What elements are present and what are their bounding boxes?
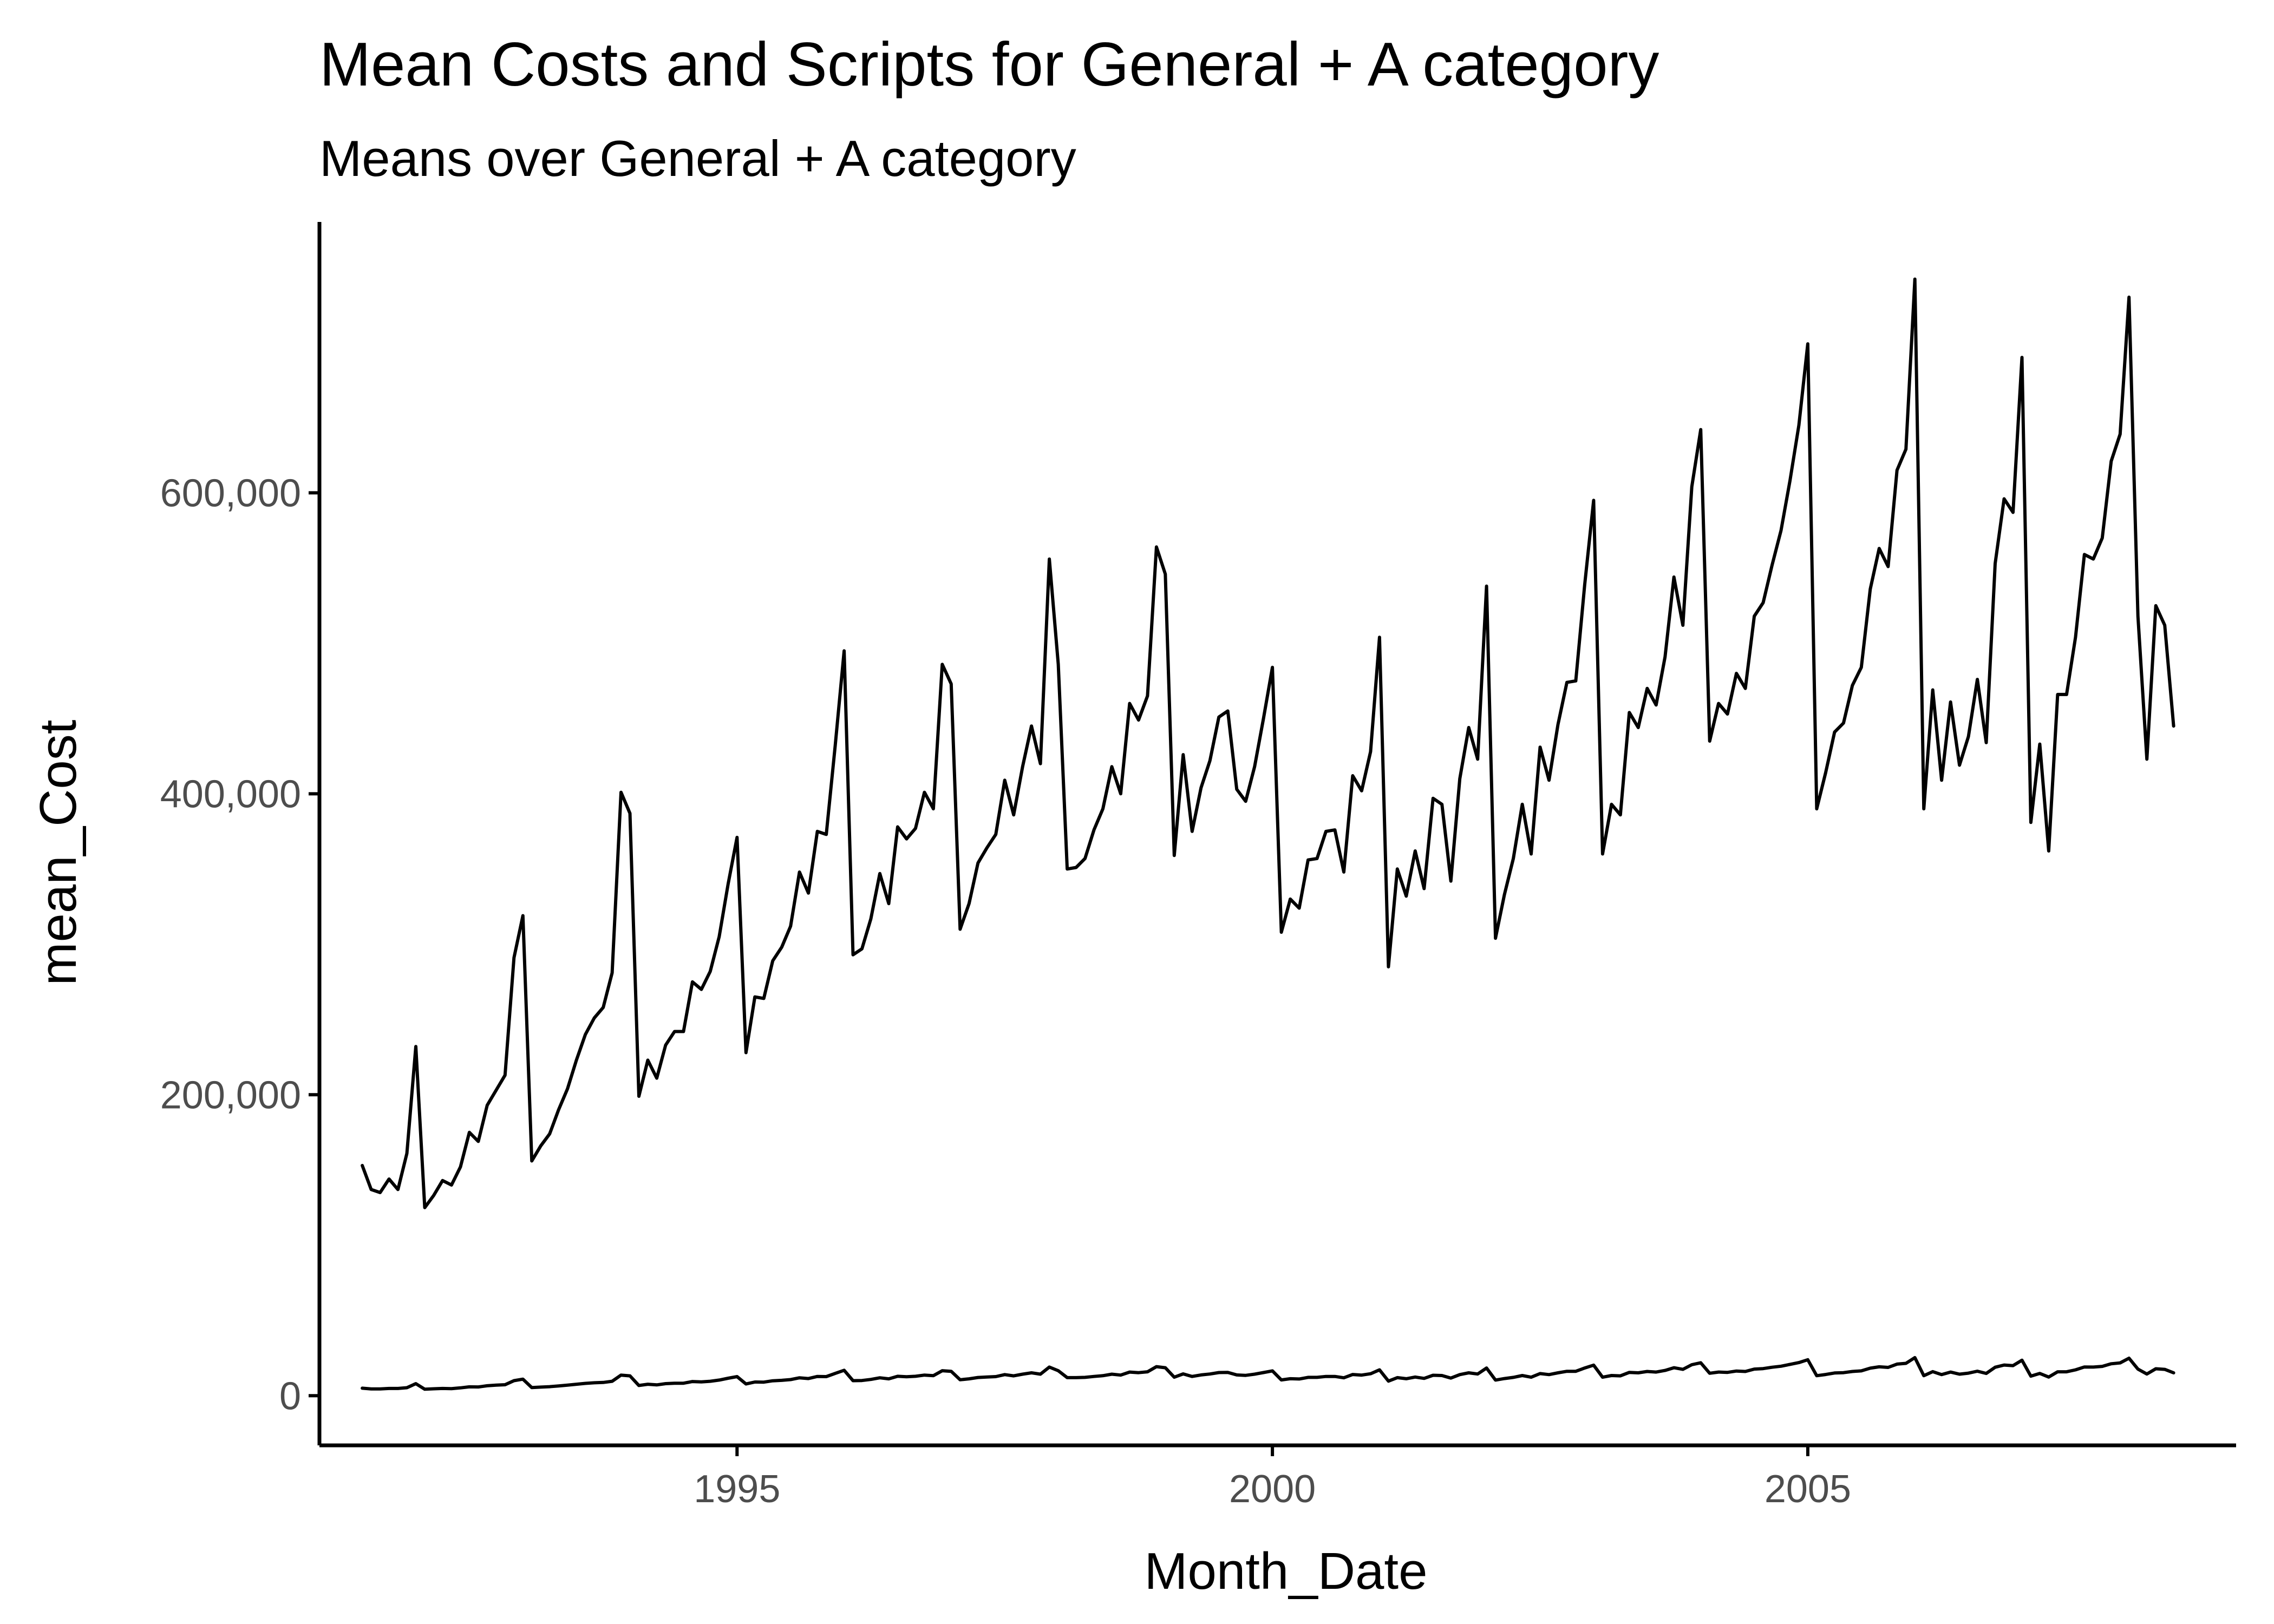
series-line-2 [361,1355,2175,1391]
y-tick-label: 400,000 [160,772,301,816]
x-tick-label: 2000 [1229,1468,1316,1511]
x-tick-label: 2005 [1765,1468,1851,1511]
y-tick-label: 0 [279,1374,301,1418]
plot-area: 0 200,000 400,000 600,000 1995 2000 2005 [160,222,2236,1511]
x-tick-label: 1995 [694,1468,780,1511]
chart-subtitle: Means over General + A category [319,130,1076,187]
series-line-1 [361,277,2175,1209]
y-tick-label: 600,000 [160,472,301,515]
y-axis-title: mean_Cost [29,720,87,986]
y-tick-label: 200,000 [160,1073,301,1117]
x-axis-title: Month_Date [1145,1542,1428,1600]
chart-title: Mean Costs and Scripts for General + A c… [319,30,1659,99]
